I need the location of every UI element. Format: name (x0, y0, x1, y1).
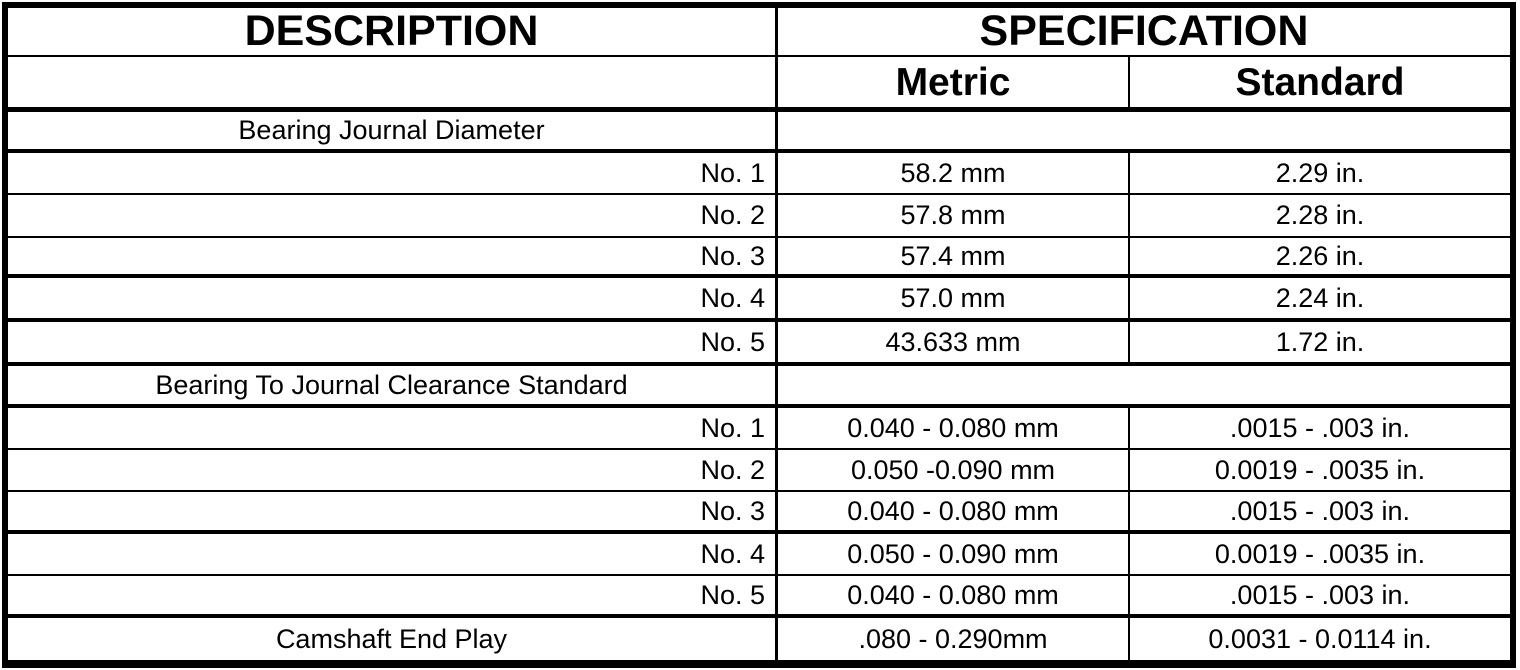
standard-value-cell: 0.0031 - 0.0114 in. (1208, 623, 1432, 654)
standard-value-cell: 2.29 in. (1275, 157, 1365, 188)
metric-value-cell: 58.2 mm (778, 153, 1130, 193)
metric-value-cell: 57.0 mm (778, 278, 1130, 318)
section-label-cell: Bearing Journal Diameter (8, 112, 778, 149)
standard-header-cell: Standard (1130, 57, 1510, 107)
description-cell: No. 5 (8, 322, 778, 362)
description-cell: No. 2 (8, 195, 778, 236)
table-row: No. 5 43.633 mm 1.72 in. (8, 322, 1510, 366)
description-header-cell: DESCRIPTION (8, 8, 778, 55)
metric-header-cell: Metric (778, 57, 1130, 107)
section-row: Bearing To Journal Clearance Standard (8, 366, 1510, 408)
metric-value-cell: 0.040 - 0.080 mm (778, 492, 1130, 530)
standard-value-cell: 0.0019 - .0035 in. (1214, 538, 1426, 569)
description-cell: No. 5 (8, 576, 778, 614)
description-cell: No. 1 (8, 408, 778, 448)
table-row: Camshaft End Play .080 - 0.290mm 0.0031 … (8, 618, 1510, 660)
description-cell: No. 4 (8, 278, 778, 318)
standard-value-cell: 0.0019 - .0035 in. (1214, 454, 1426, 485)
standard-value-cell: 2.28 in. (1275, 200, 1365, 230)
specification-header-label: SPECIFICATION (979, 8, 1309, 55)
section-label-cell: Bearing To Journal Clearance Standard (8, 366, 778, 404)
section-spec-spacer (778, 366, 1510, 404)
standard-value-cell: 2.26 in. (1275, 240, 1365, 271)
table-row: No. 3 57.4 mm 2.26 in. (8, 238, 1510, 278)
section-label: Bearing To Journal Clearance Standard (155, 369, 628, 400)
section-row: Bearing Journal Diameter (8, 112, 1510, 153)
section-label: Bearing Journal Diameter (238, 115, 545, 145)
description-cell: No. 3 (8, 238, 778, 274)
table-row: No. 3 0.040 - 0.080 mm .0015 - .003 in. (8, 492, 1510, 534)
description-cell: No. 1 (8, 153, 778, 193)
header-row-top: DESCRIPTION SPECIFICATION (8, 8, 1510, 57)
section-spec-spacer (778, 112, 1510, 149)
table-row: No. 4 57.0 mm 2.24 in. (8, 278, 1510, 322)
standard-value-cell: .0015 - .003 in. (1229, 495, 1411, 526)
description-cell: No. 2 (8, 450, 778, 490)
description-header-spacer (8, 57, 778, 107)
metric-value-cell: 43.633 mm (778, 322, 1130, 362)
description-cell: No. 3 (8, 492, 778, 530)
description-cell: No. 4 (8, 534, 778, 574)
metric-value-cell: 0.040 - 0.080 mm (778, 408, 1130, 448)
table-row: No. 1 58.2 mm 2.29 in. (8, 153, 1510, 195)
standard-value-cell: 1.72 in. (1275, 326, 1365, 357)
metric-value-cell: 0.050 - 0.090 mm (778, 534, 1130, 574)
description-header-label: DESCRIPTION (244, 8, 539, 55)
metric-header-label: Metric (895, 60, 1011, 104)
metric-value-cell: 57.4 mm (778, 238, 1130, 274)
table-row: No. 2 57.8 mm 2.28 in. (8, 195, 1510, 238)
standard-value-cell: 2.24 in. (1275, 282, 1365, 313)
standard-value-cell: .0015 - .003 in. (1229, 412, 1411, 443)
table-row: No. 5 0.040 - 0.080 mm .0015 - .003 in. (8, 576, 1510, 618)
metric-value-cell: 0.040 - 0.080 mm (778, 576, 1130, 614)
table-row: No. 1 0.040 - 0.080 mm .0015 - .003 in. (8, 408, 1510, 450)
header-row-units: Metric Standard (8, 57, 1510, 112)
metric-value-cell: 57.8 mm (778, 195, 1130, 236)
description-cell: Camshaft End Play (8, 618, 778, 660)
standard-value-cell: .0015 - .003 in. (1229, 579, 1411, 610)
specification-header-cell: SPECIFICATION (778, 8, 1510, 55)
table-row: No. 2 0.050 -0.090 mm 0.0019 - .0035 in. (8, 450, 1510, 492)
metric-value-cell: .080 - 0.290mm (778, 618, 1130, 660)
metric-value-cell: 0.050 -0.090 mm (778, 450, 1130, 490)
table-row: No. 4 0.050 - 0.090 mm 0.0019 - .0035 in… (8, 534, 1510, 576)
standard-header-label: Standard (1235, 60, 1405, 104)
